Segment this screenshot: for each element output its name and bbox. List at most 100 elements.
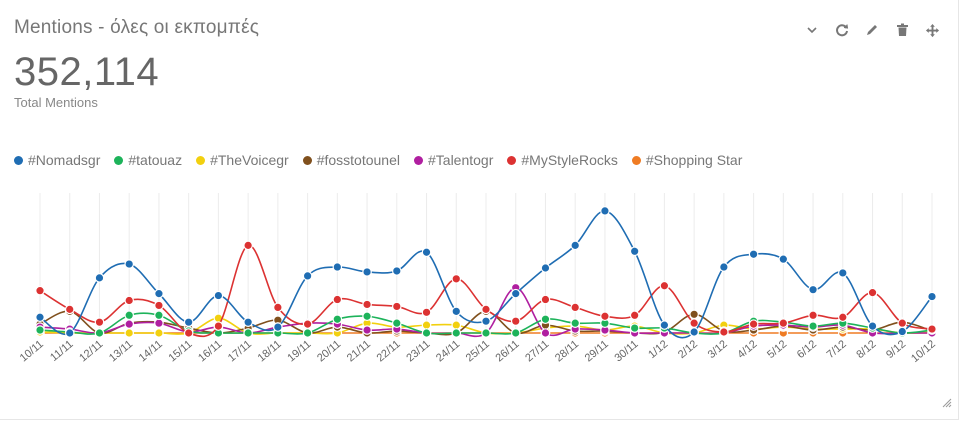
- data-point: [689, 309, 699, 320]
- x-tick-label: 29/11: [583, 338, 611, 364]
- x-tick-label: 8/12: [854, 338, 878, 361]
- data-point: [600, 206, 610, 216]
- data-point: [302, 328, 313, 338]
- pencil-icon[interactable]: [864, 22, 880, 38]
- data-point: [629, 246, 640, 257]
- legend-label: #tatouaz: [128, 152, 183, 168]
- legend-item[interactable]: #Shopping Star: [631, 152, 742, 168]
- x-tick-label: 25/11: [464, 338, 492, 364]
- x-tick-label: 4/12: [735, 338, 759, 361]
- data-point: [273, 302, 283, 313]
- data-point: [64, 328, 75, 338]
- x-tick-label: 23/11: [404, 338, 432, 364]
- data-point: [391, 301, 402, 312]
- data-point: [183, 328, 194, 338]
- data-point: [659, 280, 670, 291]
- legend-item[interactable]: #MyStyleRocks: [507, 152, 618, 168]
- data-point: [897, 326, 908, 337]
- data-point: [897, 318, 908, 328]
- data-point: [124, 328, 134, 338]
- legend-dot-icon: [631, 155, 641, 165]
- x-tick-label: 17/11: [226, 338, 254, 364]
- data-point: [481, 304, 491, 315]
- data-point: [35, 285, 45, 296]
- legend-item[interactable]: #TheVoicegr: [196, 152, 289, 168]
- data-point: [273, 322, 283, 332]
- data-point: [154, 300, 164, 311]
- legend-item[interactable]: #fosstotounel: [302, 152, 400, 168]
- data-point: [64, 304, 75, 315]
- legend-item[interactable]: #Nomadsgr: [14, 152, 100, 168]
- data-point: [124, 310, 134, 321]
- data-point: [778, 254, 789, 264]
- x-tick-label: 10/11: [18, 338, 46, 364]
- data-point: [421, 247, 432, 258]
- x-tick-label: 30/11: [612, 338, 640, 364]
- data-point: [927, 291, 937, 302]
- x-tick-label: 27/11: [523, 338, 551, 364]
- chevron-down-icon[interactable]: [804, 22, 820, 38]
- data-point: [570, 240, 580, 251]
- data-point: [600, 311, 610, 322]
- data-point: [837, 268, 848, 278]
- data-point: [451, 274, 462, 284]
- refresh-icon[interactable]: [834, 22, 850, 38]
- data-point: [94, 273, 105, 283]
- data-point: [451, 320, 462, 330]
- data-point: [808, 310, 818, 321]
- data-point: [302, 271, 313, 281]
- data-point: [451, 328, 462, 338]
- x-tick-label: 13/11: [107, 338, 135, 364]
- legend-label: #TheVoicegr: [210, 152, 289, 168]
- move-icon[interactable]: [924, 22, 940, 38]
- data-point: [213, 290, 224, 301]
- data-point: [362, 267, 372, 277]
- mentions-line-chart: 10/11 11/11 12/11 13/11 14/11 15/11 16/11 17/11…: [18, 193, 938, 365]
- x-tick-label: 10/12: [909, 338, 938, 365]
- legend-dot-icon: [196, 155, 206, 165]
- data-point: [421, 320, 432, 330]
- x-tick-label: 2/12: [676, 338, 700, 361]
- data-point: [510, 288, 521, 299]
- x-tick-label: 24/11: [434, 338, 462, 364]
- data-point: [629, 310, 640, 321]
- data-point: [154, 328, 164, 338]
- x-tick-label: 5/12: [765, 338, 789, 361]
- x-tick-label: 28/11: [553, 338, 581, 364]
- data-point: [362, 299, 372, 310]
- data-point: [481, 316, 491, 326]
- trash-icon[interactable]: [894, 22, 910, 38]
- data-point: [540, 328, 551, 338]
- data-point: [629, 323, 640, 333]
- x-tick-label: 7/12: [825, 338, 849, 361]
- data-point: [124, 319, 134, 329]
- data-point: [421, 307, 432, 318]
- x-tick-label: 16/11: [196, 338, 224, 364]
- data-point: [302, 319, 313, 329]
- legend-dot-icon: [302, 155, 312, 165]
- x-tick-label: 1/12: [646, 338, 670, 361]
- data-point: [659, 320, 670, 330]
- legend-item[interactable]: #Talentogr: [414, 152, 493, 168]
- resize-handle-icon[interactable]: [940, 395, 952, 413]
- total-mentions-value: 352,114: [14, 50, 160, 94]
- legend-dot-icon: [14, 155, 23, 165]
- data-point: [154, 318, 164, 328]
- x-tick-label: 3/12: [706, 338, 730, 361]
- x-tick-label: 26/11: [493, 338, 521, 364]
- data-point: [719, 262, 729, 272]
- data-point: [154, 288, 164, 299]
- data-point: [927, 324, 937, 334]
- legend-label: #Talentogr: [428, 152, 494, 168]
- data-point: [243, 328, 253, 338]
- x-tick-label: 19/11: [285, 338, 313, 364]
- x-tick-label: 18/11: [256, 338, 284, 364]
- data-point: [540, 314, 551, 325]
- legend-item[interactable]: #tatouaz: [114, 152, 182, 168]
- data-point: [808, 284, 818, 295]
- data-point: [778, 318, 789, 328]
- data-point: [867, 321, 878, 331]
- data-point: [362, 311, 372, 322]
- legend-label: #MyStyleRocks: [521, 152, 618, 168]
